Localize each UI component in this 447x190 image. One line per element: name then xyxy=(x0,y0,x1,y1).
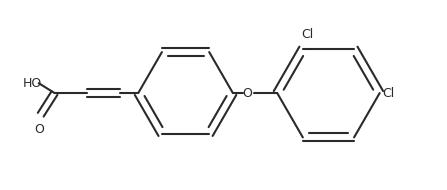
Text: HO: HO xyxy=(23,77,42,90)
Text: Cl: Cl xyxy=(383,86,395,100)
Text: O: O xyxy=(243,86,253,100)
Text: O: O xyxy=(34,123,44,136)
Text: Cl: Cl xyxy=(301,28,313,41)
